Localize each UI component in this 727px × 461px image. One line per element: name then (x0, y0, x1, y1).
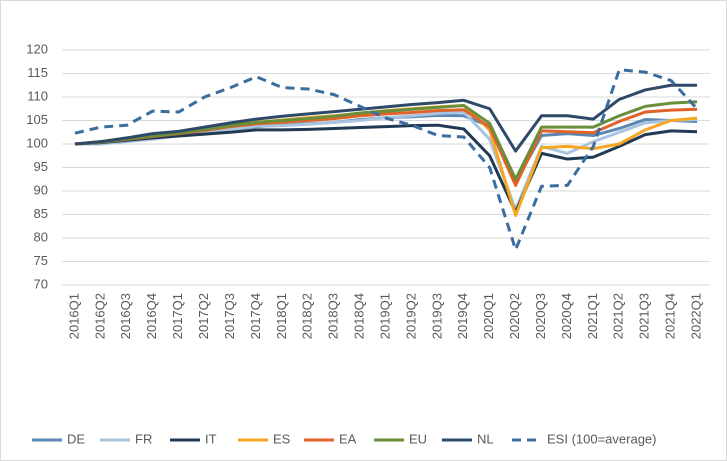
legend-label: ES (273, 431, 291, 446)
y-tick-label: 90 (34, 182, 48, 197)
x-tick-label: 2021Q2 (611, 293, 626, 339)
x-tick-label: 2017Q4 (248, 293, 263, 339)
series-line (74, 83, 698, 153)
x-tick-label: 2017Q1 (170, 293, 185, 339)
y-tick-label: 110 (27, 88, 48, 103)
x-tick-label: 2019Q2 (403, 293, 418, 339)
x-tick-label: 2021Q3 (637, 293, 652, 339)
y-tick-label: 75 (34, 253, 48, 268)
y-tick-label: 80 (34, 229, 48, 244)
y-tick-label: 115 (27, 65, 48, 80)
x-tick-label: 2020Q1 (481, 293, 496, 339)
x-tick-label: 2021Q1 (585, 293, 600, 339)
y-tick-label: 105 (26, 112, 48, 127)
series-line (74, 100, 698, 181)
x-tick-label: 2016Q3 (118, 293, 133, 339)
x-tick-label: 2019Q3 (429, 293, 444, 339)
legend-label: ESI (100=average) (547, 431, 656, 446)
x-tick-label: 2021Q4 (663, 293, 678, 339)
series-line (74, 68, 699, 252)
y-tick-label: 95 (34, 159, 48, 174)
legend-label: FR (135, 431, 152, 446)
legend-label: EU (409, 431, 427, 446)
series-line (74, 123, 698, 214)
x-tick-label: 2018Q4 (352, 293, 367, 339)
legend-label: DE (67, 431, 85, 446)
x-tick-label: 2018Q3 (326, 293, 341, 339)
y-tick-label: 85 (34, 206, 48, 221)
x-tick-label: 2018Q1 (274, 293, 289, 339)
y-tick-label: 120 (26, 41, 48, 56)
x-tick-label: 2020Q2 (507, 293, 522, 339)
x-tick-label: 2017Q2 (196, 293, 211, 339)
x-tick-label: 2020Q4 (559, 293, 574, 339)
x-tick-label: 2017Q3 (222, 293, 237, 339)
legend-label: EA (339, 431, 357, 446)
y-tick-label: 100 (26, 135, 48, 150)
x-tick-label: 2020Q3 (533, 293, 548, 339)
x-tick-label: 2016Q2 (92, 293, 107, 339)
legend-label: IT (205, 431, 217, 446)
x-tick-label: 2018Q2 (300, 293, 315, 339)
x-tick-label: 2016Q1 (66, 293, 81, 339)
x-tick-label: 2022Q1 (688, 293, 703, 339)
legend-label: NL (477, 431, 494, 446)
x-tick-label: 2019Q4 (455, 293, 470, 339)
y-tick-label: 70 (34, 276, 48, 291)
x-tick-label: 2016Q4 (144, 293, 159, 339)
x-tick-label: 2019Q1 (377, 293, 392, 339)
